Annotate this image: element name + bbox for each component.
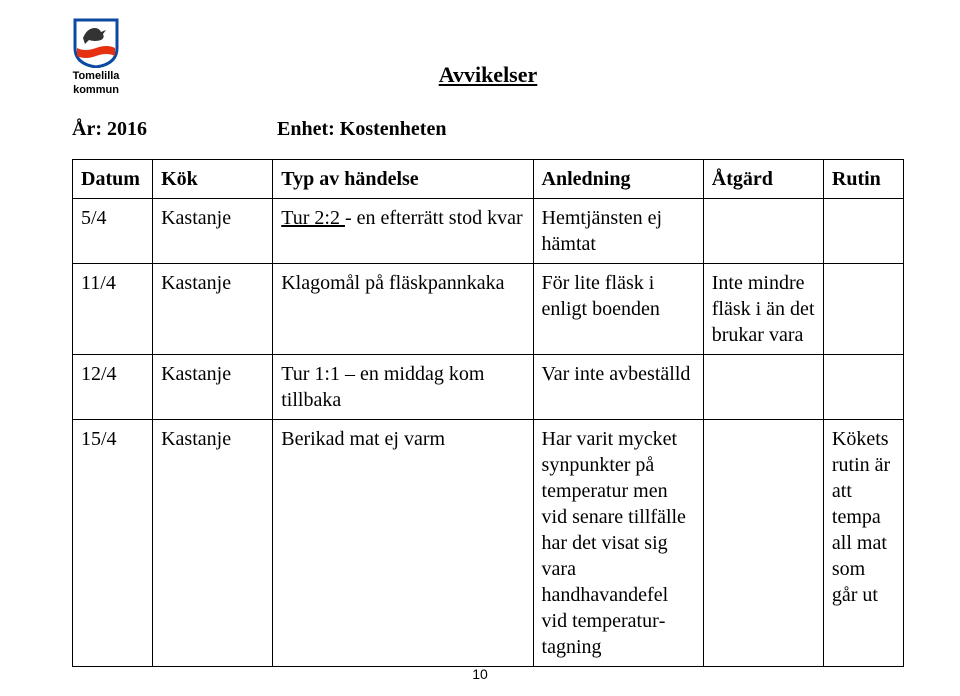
cell-atgard (703, 420, 823, 667)
cell-kok: Kastanje (153, 264, 273, 355)
cell-typ: Berikad mat ej varm (273, 420, 533, 667)
unit-value: Kostenheten (340, 118, 447, 140)
col-typ: Typ av händelse (273, 160, 533, 199)
cell-anledning: Var inte avbeställd (533, 355, 703, 420)
table-row: 11/4 Kastanje Klagomål på fläskpannkaka … (73, 264, 904, 355)
logo-text-line2: kommun (64, 84, 128, 96)
cell-kok: Kastanje (153, 355, 273, 420)
cell-atgard (703, 199, 823, 264)
cell-anledning: Hemtjänsten ej hämtat (533, 199, 703, 264)
cell-datum: 11/4 (73, 264, 153, 355)
cell-rutin: Kökets rutin är att tempa all mat som gå… (823, 420, 903, 667)
cell-datum: 5/4 (73, 199, 153, 264)
cell-anledning: Har varit mycket synpunkter på temperatu… (533, 420, 703, 667)
cell-datum: 12/4 (73, 355, 153, 420)
page-number: 10 (472, 666, 488, 682)
cell-rutin (823, 199, 903, 264)
table-row: 12/4 Kastanje Tur 1:1 – en middag kom ti… (73, 355, 904, 420)
cell-atgard (703, 355, 823, 420)
municipality-logo: Tomelilla kommun (64, 18, 128, 96)
typ-rest: - en efterrätt stod kvar (345, 207, 523, 229)
col-anledning: Anledning (533, 160, 703, 199)
cell-kok: Kastanje (153, 420, 273, 667)
page-title: Avvikelser (72, 62, 904, 88)
cell-typ: Klagomål på fläskpannkaka (273, 264, 533, 355)
cell-atgard: Inte mindre fläsk i än det brukar vara (703, 264, 823, 355)
year-value: 2016 (107, 118, 147, 140)
cell-anledning: För lite fläsk i enligt boenden (533, 264, 703, 355)
typ-underlined: Tur 2:2 (281, 207, 345, 229)
table-row: 5/4 Kastanje Tur 2:2 - en efterrätt stod… (73, 199, 904, 264)
deviation-table: Datum Kök Typ av händelse Anledning Åtgä… (72, 159, 904, 667)
page: Tomelilla kommun Avvikelser År: 2016 Enh… (0, 0, 960, 696)
table-row: 15/4 Kastanje Berikad mat ej varm Har va… (73, 420, 904, 667)
cell-rutin (823, 264, 903, 355)
col-atgard: Åtgärd (703, 160, 823, 199)
cell-rutin (823, 355, 903, 420)
col-kok: Kök (153, 160, 273, 199)
cell-typ: Tur 2:2 - en efterrätt stod kvar (273, 199, 533, 264)
shield-icon (73, 18, 119, 68)
cell-typ: Tur 1:1 – en middag kom tillbaka (273, 355, 533, 420)
meta-line: År: 2016 Enhet: Kostenheten (72, 118, 904, 141)
cell-kok: Kastanje (153, 199, 273, 264)
year-label: År: (72, 118, 102, 140)
col-rutin: Rutin (823, 160, 903, 199)
col-datum: Datum (73, 160, 153, 199)
logo-text-line1: Tomelilla (64, 70, 128, 82)
table-header-row: Datum Kök Typ av händelse Anledning Åtgä… (73, 160, 904, 199)
cell-datum: 15/4 (73, 420, 153, 667)
unit-label: Enhet: (277, 118, 335, 140)
